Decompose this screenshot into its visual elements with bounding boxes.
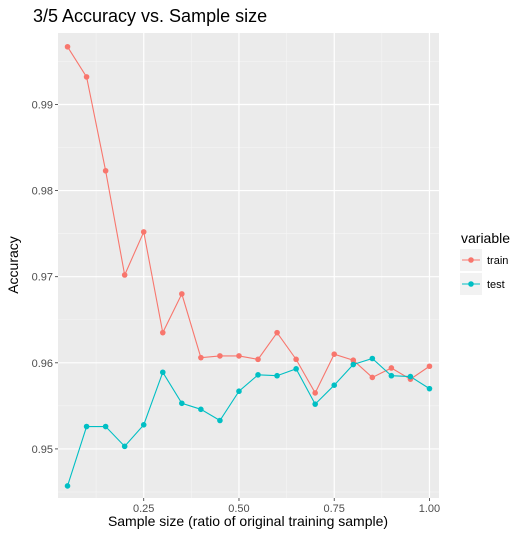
data-point-train	[331, 351, 338, 357]
data-point-test	[350, 361, 357, 368]
data-point-train	[102, 167, 109, 174]
legend-key-point-train	[468, 257, 474, 263]
data-point-train	[159, 329, 166, 336]
x-axis: 0.25 0.50 0.75 1.00	[133, 498, 440, 515]
data-point-train	[179, 291, 185, 297]
data-point-train	[64, 43, 71, 50]
y-tick-label: 0.96	[32, 358, 53, 370]
legend-label-train: train	[487, 255, 508, 267]
data-point-train	[312, 390, 318, 396]
data-point-test	[369, 355, 376, 362]
grid-minor	[58, 33, 439, 498]
data-point-train	[83, 74, 90, 80]
data-point-test	[388, 372, 395, 379]
x-tick-label: 0.50	[228, 503, 249, 515]
data-point-test	[121, 443, 128, 450]
plot-panel	[58, 33, 439, 498]
data-point-test	[331, 382, 338, 388]
data-point-train	[121, 272, 128, 278]
y-axis-title: Accuracy	[5, 236, 21, 294]
y-tick-label: 0.97	[32, 272, 53, 284]
x-axis-title: Sample size (ratio of original training …	[108, 513, 388, 529]
x-tick-label: 0.75	[324, 503, 345, 515]
data-point-train	[426, 363, 433, 370]
x-tick-label: 0.25	[133, 503, 154, 515]
data-point-test	[407, 373, 414, 380]
data-point-test	[236, 388, 242, 395]
data-point-test	[312, 401, 318, 407]
legend-key-point-test	[468, 281, 474, 287]
data-point-train	[198, 354, 204, 361]
data-point-test	[426, 385, 433, 392]
data-point-train	[217, 353, 223, 359]
data-point-test	[274, 372, 280, 379]
legend-title: variable	[461, 230, 510, 246]
data-point-train	[388, 365, 395, 371]
series-lines	[67, 46, 430, 487]
y-tick-label: 0.99	[32, 99, 53, 111]
data-point-train	[350, 357, 357, 364]
legend: variable train test	[460, 230, 510, 295]
legend-label-test: test	[487, 279, 505, 291]
data-point-train	[293, 356, 299, 363]
series-points	[64, 43, 433, 489]
y-axis: 0.95 0.96 0.97 0.98 0.99	[32, 99, 58, 456]
x-tick-label: 1.00	[419, 503, 440, 515]
data-point-test	[159, 369, 166, 376]
data-point-train	[274, 329, 280, 336]
data-point-train	[140, 229, 147, 235]
data-point-test	[64, 483, 71, 489]
data-point-train	[255, 356, 261, 363]
data-point-test	[198, 406, 204, 413]
series-line-train	[67, 46, 430, 395]
y-tick-label: 0.98	[32, 186, 53, 198]
data-point-test	[293, 366, 299, 372]
data-point-train	[236, 353, 242, 359]
grid-major	[58, 33, 439, 498]
chart-title: 3/5 Accuracy vs. Sample size	[33, 6, 267, 26]
data-point-test	[102, 423, 109, 430]
data-point-test	[179, 400, 185, 407]
data-point-train	[369, 374, 376, 381]
series-line-test	[67, 357, 430, 487]
data-point-test	[140, 422, 147, 428]
y-tick-label: 0.95	[32, 444, 53, 456]
data-point-test	[255, 372, 261, 378]
data-point-test	[217, 417, 223, 424]
data-point-test	[83, 423, 90, 430]
